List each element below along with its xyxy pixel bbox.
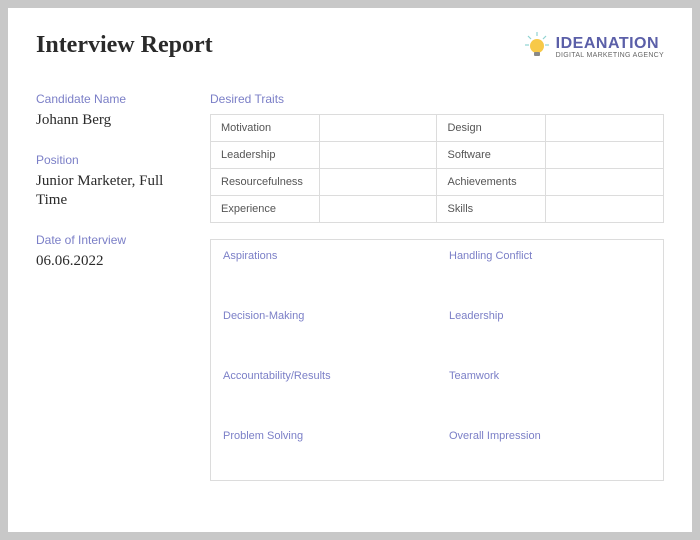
notes-cell: Teamwork bbox=[437, 360, 663, 420]
notes-cell: Aspirations bbox=[211, 240, 437, 300]
trait-value-cell bbox=[546, 196, 664, 223]
table-row: Leadership Software bbox=[211, 142, 664, 169]
page-title: Interview Report bbox=[36, 32, 213, 59]
candidate-label: Candidate Name bbox=[36, 92, 186, 106]
logo-text: IDEANATION DIGITAL MARKETING AGENCY bbox=[556, 36, 664, 59]
table-row: Resourcefulness Achievements bbox=[211, 169, 664, 196]
date-field: Date of Interview 06.06.2022 bbox=[36, 233, 186, 272]
trait-cell: Achievements bbox=[437, 169, 546, 196]
trait-value-cell bbox=[319, 169, 437, 196]
trait-cell: Software bbox=[437, 142, 546, 169]
position-field: Position Junior Marketer, Full Time bbox=[36, 153, 186, 211]
notes-cell: Overall Impression bbox=[437, 420, 663, 480]
logo: IDEANATION DIGITAL MARKETING AGENCY bbox=[524, 32, 664, 62]
notes-grid: Aspirations Handling Conflict Decision-M… bbox=[210, 239, 664, 481]
trait-value-cell bbox=[319, 196, 437, 223]
page: Interview Report IDEANATION DIGITAL MARK… bbox=[0, 0, 700, 540]
notes-cell: Handling Conflict bbox=[437, 240, 663, 300]
lightbulb-icon bbox=[524, 32, 550, 62]
candidate-field: Candidate Name Johann Berg bbox=[36, 92, 186, 131]
position-value: Junior Marketer, Full Time bbox=[36, 172, 186, 211]
traits-label: Desired Traits bbox=[210, 92, 664, 106]
header: Interview Report IDEANATION DIGITAL MARK… bbox=[36, 32, 664, 62]
notes-cell: Leadership bbox=[437, 300, 663, 360]
traits-table: Motivation Design Leadership Software Re… bbox=[210, 114, 664, 223]
notes-cell: Accountability/Results bbox=[211, 360, 437, 420]
date-label: Date of Interview bbox=[36, 233, 186, 247]
main: Desired Traits Motivation Design Leaders… bbox=[210, 92, 664, 481]
trait-value-cell bbox=[546, 115, 664, 142]
trait-value-cell bbox=[546, 142, 664, 169]
logo-subtitle: DIGITAL MARKETING AGENCY bbox=[556, 52, 664, 59]
trait-cell: Experience bbox=[211, 196, 320, 223]
trait-cell: Leadership bbox=[211, 142, 320, 169]
trait-value-cell bbox=[319, 115, 437, 142]
position-label: Position bbox=[36, 153, 186, 167]
trait-cell: Motivation bbox=[211, 115, 320, 142]
trait-cell: Resourcefulness bbox=[211, 169, 320, 196]
content: Candidate Name Johann Berg Position Juni… bbox=[36, 92, 664, 481]
date-value: 06.06.2022 bbox=[36, 252, 186, 272]
trait-value-cell bbox=[546, 169, 664, 196]
notes-cell: Decision-Making bbox=[211, 300, 437, 360]
table-row: Motivation Design bbox=[211, 115, 664, 142]
notes-cell: Problem Solving bbox=[211, 420, 437, 480]
candidate-value: Johann Berg bbox=[36, 111, 186, 131]
sidebar: Candidate Name Johann Berg Position Juni… bbox=[36, 92, 186, 481]
trait-value-cell bbox=[319, 142, 437, 169]
logo-name: IDEANATION bbox=[556, 36, 664, 52]
trait-cell: Design bbox=[437, 115, 546, 142]
table-row: Experience Skills bbox=[211, 196, 664, 223]
trait-cell: Skills bbox=[437, 196, 546, 223]
